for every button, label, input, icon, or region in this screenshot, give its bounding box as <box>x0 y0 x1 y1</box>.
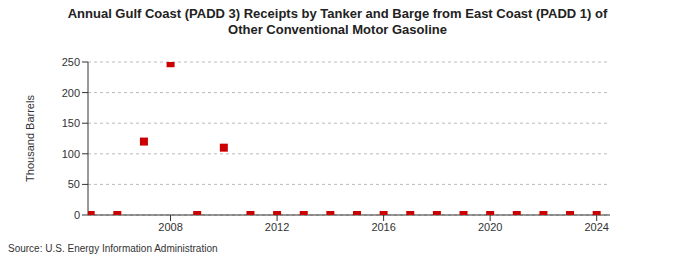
svg-text:Thousand Barrels: Thousand Barrels <box>24 95 36 182</box>
html-text:Annual Gulf Coast (PADD 3) Rec: Annual Gulf Coast (PADD 3) Receipts by T… <box>67 6 608 37</box>
svg-text:0: 0 <box>74 209 80 221</box>
svg-text:100: 100 <box>62 148 80 160</box>
html-text:Source: U.S. Energy Informatio: Source: U.S. Energy Information Administ… <box>8 243 218 254</box>
svg-text:200: 200 <box>62 87 80 99</box>
svg-text:50: 50 <box>68 178 80 190</box>
svg-text:150: 150 <box>62 117 80 129</box>
svg-text:2012: 2012 <box>265 221 289 233</box>
svg-text:250: 250 <box>62 56 80 68</box>
svg-text:2020: 2020 <box>478 221 502 233</box>
svg-text:2016: 2016 <box>371 221 395 233</box>
svg-text:2008: 2008 <box>158 221 182 233</box>
svg-text:2024: 2024 <box>584 221 608 233</box>
